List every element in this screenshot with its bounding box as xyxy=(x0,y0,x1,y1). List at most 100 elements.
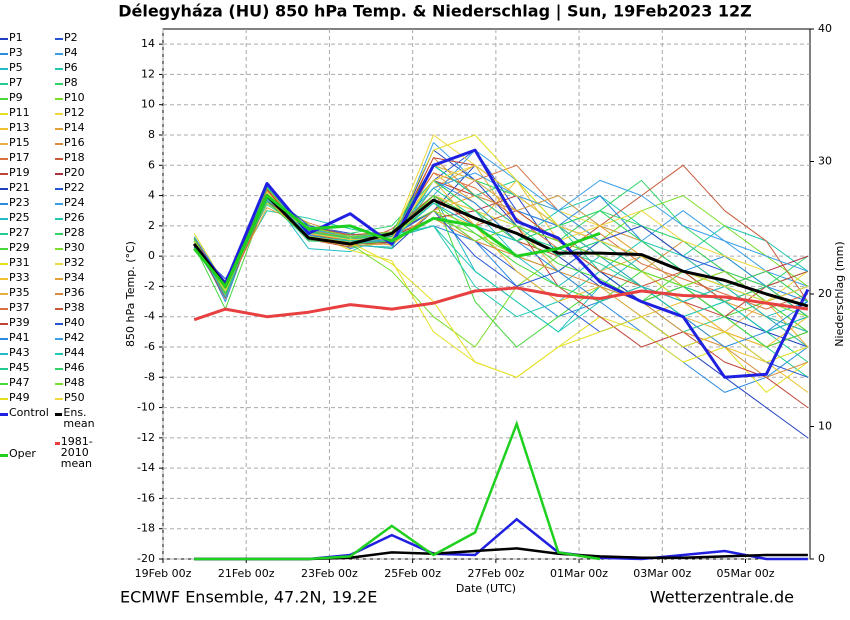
legend-swatch xyxy=(0,263,8,265)
legend-swatch xyxy=(55,128,63,130)
legend-entry: Control xyxy=(0,407,62,418)
legend-entry: P50 xyxy=(55,392,117,403)
legend-swatch xyxy=(0,454,8,457)
legend-entry: P41 xyxy=(0,332,62,343)
legend-entry: P34 xyxy=(55,272,117,283)
legend-label: P40 xyxy=(64,316,85,329)
legend-label: P4 xyxy=(64,46,78,59)
y-tick-label: -14 xyxy=(137,461,155,474)
legend-label: P8 xyxy=(64,76,78,89)
y-tick-label: -8 xyxy=(144,370,155,383)
legend-swatch xyxy=(0,383,8,385)
legend-label: P22 xyxy=(64,181,85,194)
legend-entry: P16 xyxy=(55,137,117,148)
legend-entry: P14 xyxy=(55,122,117,133)
legend-entry: P9 xyxy=(0,92,62,103)
legend-swatch xyxy=(0,353,8,355)
legend-entry: P3 xyxy=(0,47,62,58)
legend-swatch xyxy=(0,98,8,100)
legend-label: P43 xyxy=(9,346,30,359)
legend-swatch xyxy=(55,248,63,250)
legend-label: 1981-2010 mean xyxy=(60,435,93,470)
y-tick-label: -10 xyxy=(137,401,155,414)
y-tick-label: 0 xyxy=(148,249,155,262)
legend-label: P25 xyxy=(9,211,30,224)
y-tick-label: -20 xyxy=(137,552,155,565)
legend-label: P16 xyxy=(64,136,85,149)
legend-swatch xyxy=(55,293,63,295)
legend-entry: P46 xyxy=(55,362,117,373)
legend-swatch xyxy=(55,38,63,40)
y-tick-label: -12 xyxy=(137,431,155,444)
legend-label: P20 xyxy=(64,166,85,179)
legend-label: P14 xyxy=(64,121,85,134)
legend-label: P19 xyxy=(9,166,30,179)
x-tick-label: 19Feb 00z xyxy=(135,567,192,580)
y-tick-label: -18 xyxy=(137,522,155,535)
legend-entry: P17 xyxy=(0,152,62,163)
legend-entry: P38 xyxy=(55,302,117,313)
y2-axis-label: Niederschlag (mm) xyxy=(833,241,846,346)
main-line xyxy=(192,194,809,308)
legend-swatch xyxy=(0,308,8,310)
legend-entry: P45 xyxy=(0,362,62,373)
legend-entry: P10 xyxy=(55,92,117,103)
y-tick-label: -6 xyxy=(144,340,155,353)
y2-tick-label: 10 xyxy=(818,420,832,433)
y-tick-label: 6 xyxy=(148,158,155,171)
legend-entry: P7 xyxy=(0,77,62,88)
legend-entry: P25 xyxy=(0,212,62,223)
y-tick-label: 8 xyxy=(148,128,155,141)
x-tick-label: 03Mar 00z xyxy=(633,567,691,580)
legend-entry: P18 xyxy=(55,152,117,163)
y-tick-label: 14 xyxy=(141,37,155,50)
y2-tick-label: 30 xyxy=(818,155,832,168)
legend-swatch xyxy=(55,383,63,385)
legend-swatch xyxy=(0,203,8,205)
legend-swatch xyxy=(0,368,8,370)
x-tick-label: 05Mar 00z xyxy=(716,567,774,580)
legend-swatch xyxy=(55,218,63,220)
legend-swatch xyxy=(0,68,8,70)
legend-swatch xyxy=(55,53,63,55)
legend-entry: P29 xyxy=(0,242,62,253)
legend-label: P6 xyxy=(64,61,78,74)
y-tick-label: -2 xyxy=(144,279,155,292)
legend-swatch xyxy=(0,248,8,250)
legend-entry: P1 xyxy=(0,32,62,43)
legend-label: P9 xyxy=(9,91,23,104)
legend-swatch xyxy=(55,278,63,280)
legend-label: P21 xyxy=(9,181,30,194)
legend-label: P26 xyxy=(64,211,85,224)
legend-swatch xyxy=(0,113,8,115)
legend-swatch xyxy=(55,368,63,370)
legend-entry: P35 xyxy=(0,287,62,298)
legend-entry: P2 xyxy=(55,32,117,43)
legend-swatch xyxy=(0,293,8,295)
legend-swatch xyxy=(55,413,63,416)
x-tick-label: 23Feb 00z xyxy=(301,567,358,580)
legend-swatch xyxy=(0,53,8,55)
legend-entry: P28 xyxy=(55,227,117,238)
legend-label: P34 xyxy=(64,271,85,284)
legend-label: P31 xyxy=(9,256,30,269)
legend-label: P38 xyxy=(64,301,85,314)
legend-label: P11 xyxy=(9,106,30,119)
legend-label: P46 xyxy=(64,361,85,374)
legend-swatch xyxy=(0,233,8,235)
legend-swatch xyxy=(55,442,60,445)
legend-entry: P32 xyxy=(55,257,117,268)
legend-label: P50 xyxy=(64,391,85,404)
precip-line xyxy=(194,420,601,561)
legend-label: P37 xyxy=(9,301,30,314)
legend-label: P47 xyxy=(9,376,30,389)
legend-label: Control xyxy=(9,406,49,419)
legend-entry: P19 xyxy=(0,167,62,178)
legend-swatch xyxy=(55,158,63,160)
legend-swatch xyxy=(0,83,8,85)
legend-swatch xyxy=(0,413,8,416)
legend-entry: P24 xyxy=(55,197,117,208)
legend-label: P30 xyxy=(64,241,85,254)
legend-swatch xyxy=(0,143,8,145)
